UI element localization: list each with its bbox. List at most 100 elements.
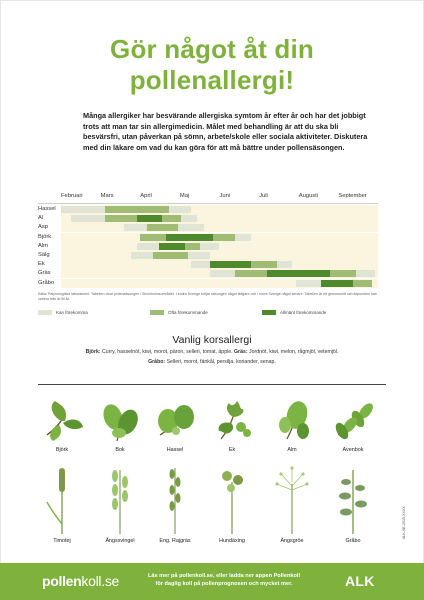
mugwort-illustration <box>339 470 367 534</box>
plant-label-bjork: Björk <box>55 447 69 453</box>
legend-label-low: Kan förekomma <box>56 309 88 315</box>
logo-part-2: koll.se <box>81 573 120 589</box>
pollen-level-segment <box>105 215 138 223</box>
document-id-text: ALK-SE-2015-XXXX <box>402 506 406 539</box>
meadow-fescue-illustration <box>112 470 128 534</box>
calendar-month-5: Juni <box>219 193 231 199</box>
elm-leaf-illustration <box>279 401 309 440</box>
footer-banner: pollenkoll.se Läs mer på pollenkoll.se, … <box>0 563 424 600</box>
pollen-level-segment <box>152 252 188 259</box>
intro-paragraph: Många allergiker har besvärande allergis… <box>83 111 368 152</box>
calendar-source-note: Källa: Palynologiska laboratoriet. Tabel… <box>38 292 377 301</box>
calendar-row-label: Al <box>38 215 44 222</box>
calendar-row-label: Björk <box>38 233 52 240</box>
birch-leaf-illustration <box>46 401 83 441</box>
calendar-row-track <box>61 241 378 251</box>
calendar-row: Sälg <box>38 251 378 260</box>
calendar-legend: Kan förekomma Ofta förekommande Allmänt … <box>38 308 378 318</box>
cross-allergy-title: Vanlig korsallergi <box>172 334 252 346</box>
calendar-row-label: Asp <box>38 224 48 231</box>
calendar-row-track <box>61 251 378 260</box>
pollen-level-segment <box>352 279 372 287</box>
calendar-row-track <box>61 269 378 279</box>
calendar-month-3: April <box>140 193 152 199</box>
pollen-level-segment <box>330 270 356 278</box>
meadow-grass-illustration <box>275 466 309 534</box>
calendar-row-track <box>61 232 378 242</box>
pollen-level-segment <box>181 215 198 223</box>
timothy-grass-illustration <box>46 468 65 534</box>
legend-swatch-low <box>38 310 52 315</box>
pollen-level-segment <box>355 270 375 278</box>
pollen-level-segment <box>187 252 210 259</box>
calendar-row: Björk <box>38 232 378 242</box>
calendar-row: Gråbo <box>38 278 378 288</box>
plant-label-bok: Bok <box>115 447 125 453</box>
title-line-2: pollenallergi! <box>129 65 295 95</box>
legend-swatch-high <box>262 310 276 315</box>
hornbeam-leaf-illustration <box>335 403 373 440</box>
plant-label-hundaxing: Hundäxing <box>219 538 245 544</box>
calendar-month-1: Februari <box>61 193 83 199</box>
pollen-level-segment <box>295 279 321 287</box>
ryegrass-illustration <box>169 468 181 534</box>
alk-logo: ALK <box>345 573 375 589</box>
section-divider <box>38 384 386 385</box>
calendar-row-label: Gräs <box>38 270 51 277</box>
pollen-level-segment <box>184 242 201 250</box>
cross-label-bjork: Björk: <box>85 349 101 355</box>
calendar-row-track <box>61 278 378 288</box>
pollen-level-segment <box>61 206 106 213</box>
pollen-calendar: Februari Mars April Maj Juni Juli Augusti Septe… <box>38 193 378 288</box>
calendar-row: Al <box>38 214 378 224</box>
hazel-leaf-illustration <box>158 405 194 436</box>
cocksfoot-illustration <box>222 471 243 534</box>
pollen-level-segment <box>137 242 160 250</box>
pollen-level-segment <box>162 215 182 223</box>
calendar-row-label: Alm <box>38 242 48 249</box>
plant-label-angsgroe: Ängsgröe <box>280 538 304 544</box>
calendar-month-8: September <box>338 193 367 199</box>
calendar-row-track <box>61 223 378 233</box>
legend-label-mid: Ofta förekommande <box>168 309 208 315</box>
title-line-1: Gör något åt din <box>110 34 314 64</box>
plant-label-eng-rajgras: Eng. Rajgräs <box>159 538 191 544</box>
plant-label-timotej: Timotej <box>53 538 71 544</box>
calendar-month-4: Maj <box>179 193 190 199</box>
plant-label-grabo: Gråbo <box>345 538 361 544</box>
cross-label-gras: Gräs: <box>234 349 248 355</box>
beech-leaf-illustration <box>103 404 138 442</box>
pollen-level-segment <box>137 215 163 223</box>
pollenkoll-logo[interactable]: pollenkoll.se <box>42 573 119 589</box>
calendar-row-label: Hassel <box>38 206 56 212</box>
pollen-level-segment <box>209 270 236 278</box>
calendar-month-7: Augusti <box>298 193 319 199</box>
calendar-header-divider <box>38 203 378 204</box>
pollen-level-segment <box>213 233 236 241</box>
document-id: ALK-SE-2015-XXXX <box>401 470 407 540</box>
pollen-level-segment <box>140 233 166 241</box>
cross-text-gras: Jordnöt, kiwi, melon, rågmjöl, vetemjöl. <box>249 349 339 355</box>
calendar-row-label: Sälg <box>38 252 50 258</box>
plant-label-ek: Ek <box>228 447 236 453</box>
pollen-level-segment <box>320 279 353 287</box>
legend-swatch-mid <box>150 310 164 315</box>
cross-text-bjork: Curry, hasselnöt, kiwi, morot, päron, se… <box>102 349 233 355</box>
pollen-level-segment <box>235 270 268 278</box>
page-title: Gör något åt din pollenallergi! <box>0 34 424 96</box>
calendar-row-label: Ek <box>38 261 45 268</box>
pollen-level-segment <box>130 252 153 259</box>
plant-label-hassel: Hassel <box>166 447 184 453</box>
calendar-row: Gräs <box>38 269 378 279</box>
plant-label-alm: Alm <box>287 447 297 453</box>
pollen-level-segment <box>190 261 210 269</box>
pollen-level-segment <box>200 242 220 250</box>
calendar-row: Ek <box>38 260 378 270</box>
calendar-row: Alm <box>38 241 378 251</box>
cross-label-grabo: Gråbo: <box>148 359 166 365</box>
pollen-level-segment <box>105 206 169 213</box>
pollen-level-segment <box>267 270 331 278</box>
plant-label-angssvingel: Ängssvingel <box>105 538 135 544</box>
calendar-month-6: Juli <box>259 193 268 199</box>
